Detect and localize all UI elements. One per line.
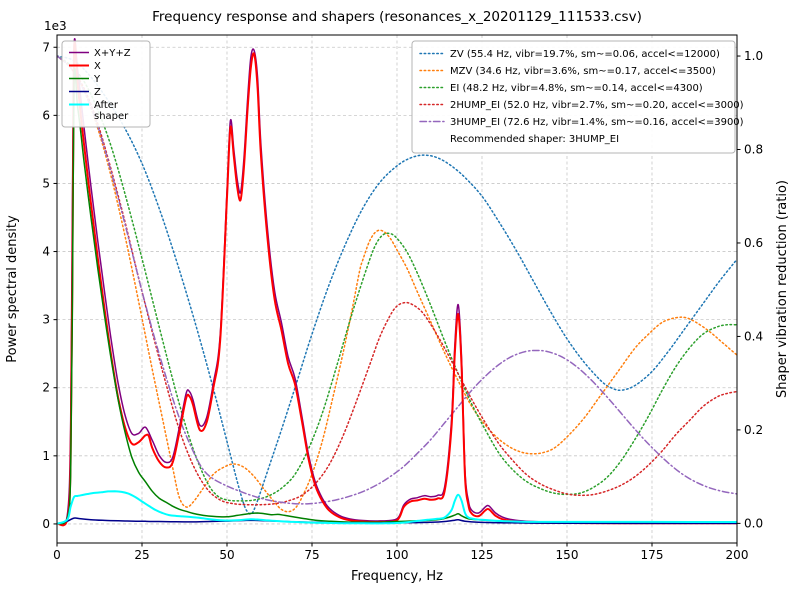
x-tick-label: 150 xyxy=(556,548,579,562)
legend-label: ZV (55.4 Hz, vibr=19.7%, sm~=0.06, accel… xyxy=(450,49,720,60)
y-tick-label-left: 7 xyxy=(42,40,50,54)
shaper-curve-ZV xyxy=(57,55,737,515)
x-tick-label: 25 xyxy=(134,548,149,562)
x-tick-label: 175 xyxy=(641,548,664,562)
y-tick-label-left: 5 xyxy=(42,176,50,190)
x-tick-label: 125 xyxy=(471,548,494,562)
legend-item-y: Y xyxy=(69,74,101,85)
x-axis-label: Frequency, Hz xyxy=(351,569,443,584)
x-tick-label: 75 xyxy=(304,548,319,562)
shaper-curve-EI xyxy=(57,55,737,502)
chart-title: Frequency response and shapers (resonanc… xyxy=(152,9,642,25)
legend-item-3hump_ei: 3HUMP_EI (72.6 Hz, vibr=1.4%, sm~=0.16, … xyxy=(419,117,744,128)
shaper-curve-3HUMP_EI xyxy=(57,55,737,505)
legend-label: After xyxy=(94,100,119,111)
legend-item-ei: EI (48.2 Hz, vibr=4.8%, sm~=0.14, accel<… xyxy=(419,83,703,94)
legend-label: 3HUMP_EI (72.6 Hz, vibr=1.4%, sm~=0.16, … xyxy=(450,117,744,128)
legend-item-x+y+z: X+Y+Z xyxy=(69,48,131,59)
y-tick-label-left: 2 xyxy=(42,381,50,395)
legend-item-mzv: MZV (34.6 Hz, vibr=3.6%, sm~=0.17, accel… xyxy=(419,66,716,77)
shaper-curve-2HUMP_EI xyxy=(57,55,737,506)
legend-label: Y xyxy=(93,74,101,85)
y-axis-offset-text: 1e3 xyxy=(44,19,67,33)
x-tick-label: 200 xyxy=(726,548,749,562)
y-tick-label-right: 1.0 xyxy=(744,49,763,63)
y-tick-label-right: 0.2 xyxy=(744,423,763,437)
psd-curve-y xyxy=(57,68,737,525)
y-tick-label-left: 3 xyxy=(42,313,50,327)
legend-item-2hump_ei: 2HUMP_EI (52.0 Hz, vibr=2.7%, sm~=0.20, … xyxy=(419,100,744,111)
psd-curve-after-shaper xyxy=(57,490,737,525)
y-tick-label-left: 4 xyxy=(42,245,50,259)
legend-label: shaper xyxy=(94,111,129,122)
x-tick-label: 0 xyxy=(53,548,61,562)
y-tick-label-left: 0 xyxy=(42,517,50,531)
y-tick-label-right: 0.0 xyxy=(744,516,763,530)
y-tick-label-right: 0.4 xyxy=(744,329,763,343)
y-tick-label-right: 0.6 xyxy=(744,236,763,250)
recommended-shaper-text: Recommended shaper: 3HUMP_EI xyxy=(450,134,619,145)
legend-item-zv: ZV (55.4 Hz, vibr=19.7%, sm~=0.06, accel… xyxy=(419,49,720,60)
legend-label: EI (48.2 Hz, vibr=4.8%, sm~=0.14, accel<… xyxy=(450,83,703,94)
y-axis-label-right: Shaper vibration reduction (ratio) xyxy=(775,180,790,398)
x-tick-label: 100 xyxy=(386,548,409,562)
legend-box xyxy=(411,40,736,154)
legend-label: X+Y+Z xyxy=(94,48,131,59)
legend-shapers: ZV (55.4 Hz, vibr=19.7%, sm~=0.06, accel… xyxy=(411,40,744,154)
x-tick-label: 50 xyxy=(219,548,234,562)
y-tick-label-left: 6 xyxy=(42,108,50,122)
plot-series xyxy=(57,38,737,527)
axes: 0 25 50 75 100 125 150 175 200 0 1 2 3 4 5 6 7 0.0 0.2 0.4 0… xyxy=(42,34,763,562)
legend-item-x: X xyxy=(69,61,101,72)
y-axis-label-left: Power spectral density xyxy=(5,215,20,363)
legend-item-z: Z xyxy=(69,87,101,98)
legend-label: Z xyxy=(94,87,101,98)
shaper-curve-MZV xyxy=(57,55,737,513)
legend-label: 2HUMP_EI (52.0 Hz, vibr=2.7%, sm~=0.20, … xyxy=(450,100,744,111)
legend-label: MZV (34.6 Hz, vibr=3.6%, sm~=0.17, accel… xyxy=(450,66,716,77)
y-tick-label-right: 0.8 xyxy=(744,142,763,156)
legend-label: X xyxy=(94,61,101,72)
y-tick-label-left: 1 xyxy=(42,449,50,463)
